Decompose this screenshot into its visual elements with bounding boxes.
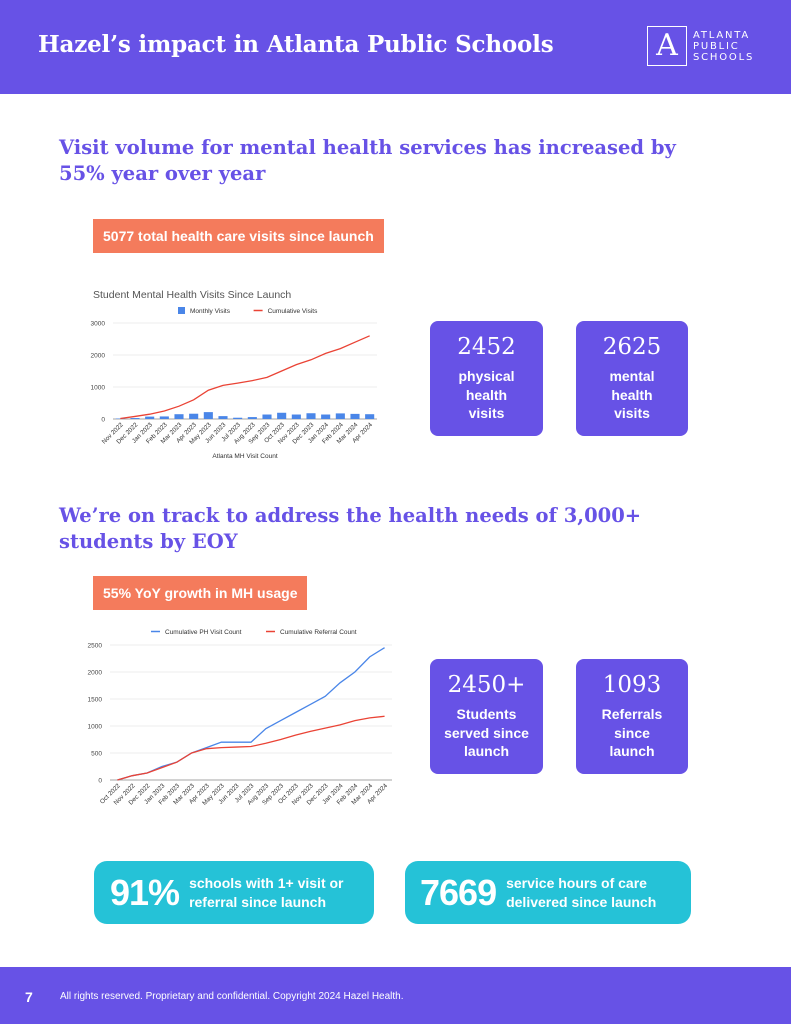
y-tick-label: 1500 [88,697,103,704]
legend-label: Monthly Visits [190,308,231,315]
bar-monthly-visits [277,412,287,419]
bar-monthly-visits [365,414,375,419]
pill-label: service hours of care delivered since la… [506,874,657,910]
line-cumulative-referral-count [117,715,385,781]
bar-monthly-visits [350,413,360,419]
section1-heading: Visit volume for mental health services … [59,136,676,185]
section2-heading: We’re on track to address the health nee… [59,504,642,553]
legend-label: Cumulative PH Visit Count [165,629,242,636]
bar-monthly-visits [247,417,257,419]
y-tick-label: 500 [91,751,102,758]
y-tick-label: 2000 [91,353,106,360]
line-cumulative-ph-visit-count [117,647,385,781]
cumulative-counts-chart: Cumulative PH Visit Count Cumulative Refe… [88,629,392,807]
stat-label: physical health visits [458,368,515,421]
bar-monthly-visits [291,414,301,419]
y-tick-label: 2000 [88,670,103,677]
pill-service-hours: 7669 service hours of care delivered sin… [405,861,691,924]
bar-monthly-visits [218,416,228,419]
section1-tag: 5077 total health care visits since laun… [93,219,384,253]
stat-label: Referrals since launch [601,706,663,759]
pill-schools-percent: 91% schools with 1+ visit or referral si… [94,861,374,924]
aps-logo-mark: A [647,26,687,66]
y-tick-label: 0 [98,778,102,785]
page-footer: 7 All rights reserved. Proprietary and c… [0,967,791,1024]
pill-value: 7669 [420,871,497,913]
stat-card-physical-visits: 2452 physical health visits [430,321,543,436]
stat-card-students-served: 2450+ Students served since launch [430,659,543,774]
y-tick-label: 3000 [91,321,106,328]
page-title: Hazel’s impact in Atlanta Public Schools [38,31,554,58]
line-cumulative-visits [120,335,370,420]
y-tick-label: 2500 [88,643,103,650]
stat-label: mental health visits [609,368,655,421]
stat-label: Students served since launch [444,706,529,759]
stat-value: 2625 [602,334,662,360]
section2-tag: 55% YoY growth in MH usage [93,576,308,610]
aps-logo-text: ATLANTA PUBLIC SCHOOLS [693,29,755,63]
stat-card-mental-visits: 2625 mental health visits [576,321,688,436]
bar-monthly-visits [233,417,243,419]
stat-card-referrals: 1093 Referrals since launch [576,659,688,774]
legend-label: Cumulative Referral Count [280,629,357,636]
bar-monthly-visits [174,414,184,419]
y-tick-label: 0 [101,417,105,424]
pill-label: schools with 1+ visit or referral since … [189,874,344,910]
y-tick-label: 1000 [91,385,106,392]
stat-value: 1093 [602,672,662,698]
x-axis-label: Atlanta MH Visit Count [212,453,277,460]
y-tick-label: 1000 [88,724,103,731]
pill-value: 91% [110,871,180,913]
page-header: Hazel’s impact in Atlanta Public Schools… [0,0,791,94]
bar-monthly-visits [335,413,345,419]
copyright-text: All rights reserved. Proprietary and con… [60,991,404,1002]
bar-monthly-visits [189,413,199,419]
bar-monthly-visits [306,413,316,419]
bar-monthly-visits [130,418,140,419]
chart-title: Student Mental Health Visits Since Launc… [93,289,291,301]
bar-monthly-visits [262,414,272,419]
bar-monthly-visits [159,416,169,419]
bar-monthly-visits [203,412,213,419]
legend-swatch [178,307,185,314]
page-number: 7 [25,989,33,1005]
aps-logo: A ATLANTA PUBLIC SCHOOLS [647,26,754,66]
stat-value: 2450+ [447,672,526,698]
bar-monthly-visits [145,416,155,419]
mh-visits-chart: Student Mental Health Visits Since Launc… [91,289,377,460]
legend-label: Cumulative Visits [268,308,318,315]
stat-value: 2452 [457,334,516,360]
bar-monthly-visits [321,414,331,419]
